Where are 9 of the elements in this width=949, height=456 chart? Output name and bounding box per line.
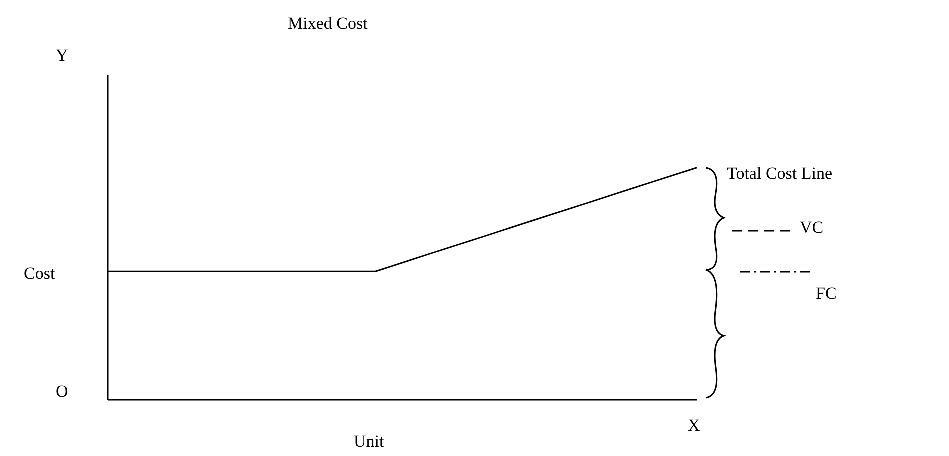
text: FC — [816, 284, 837, 304]
text: X — [688, 416, 700, 436]
text: Total Cost Line — [727, 164, 833, 184]
x-axis-title: Unit — [354, 432, 384, 452]
y-axis-title: Cost — [24, 264, 56, 284]
chart-title: Mixed Cost — [288, 14, 368, 34]
text: VC — [800, 218, 824, 238]
text: Y — [56, 46, 68, 66]
text: O — [56, 382, 68, 402]
